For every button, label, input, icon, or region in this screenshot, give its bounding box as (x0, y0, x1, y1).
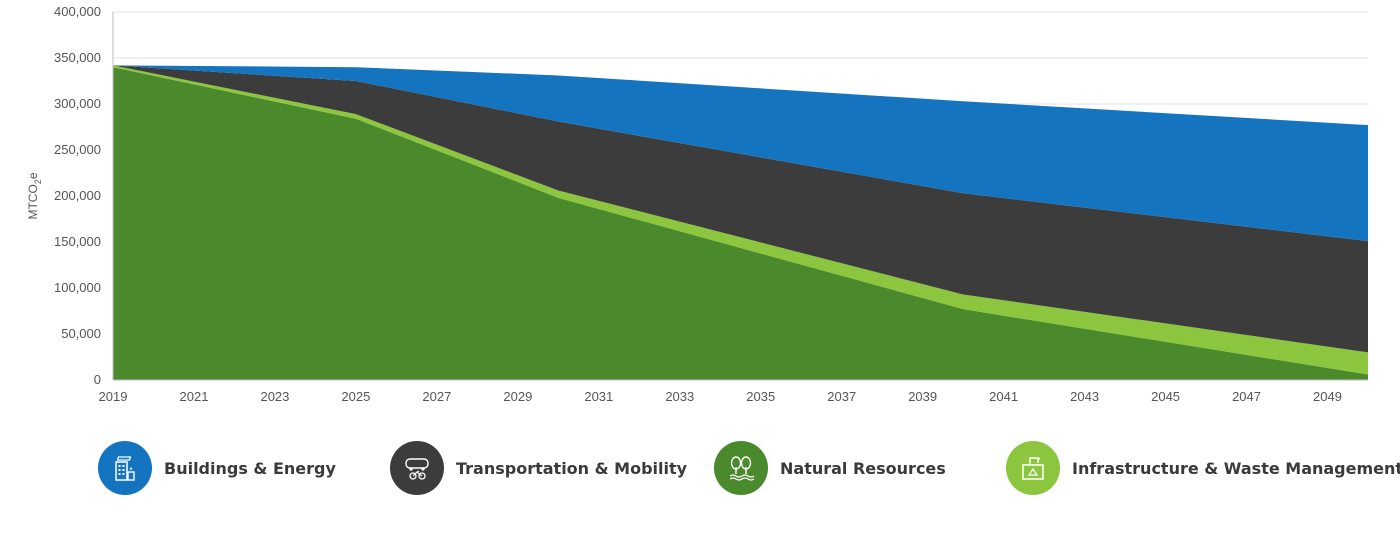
y-tick-label: 150,000 (54, 234, 101, 249)
legend-label: Transportation & Mobility (456, 458, 688, 478)
x-tick-label: 2035 (746, 389, 775, 404)
legend: Buildings & Energy Transportation & Mobi… (0, 440, 1400, 500)
x-tick-label: 2033 (665, 389, 694, 404)
y-axis-label: MTCO2e (26, 172, 43, 219)
legend-label: Infrastructure & Waste Management (1072, 458, 1400, 478)
y-tick-label: 250,000 (54, 142, 101, 157)
x-tick-label: 2027 (422, 389, 451, 404)
x-tick-label: 2043 (1070, 389, 1099, 404)
y-tick-label: 300,000 (54, 96, 101, 111)
area-buildings-energy (113, 65, 1368, 242)
x-tick-label: 2039 (908, 389, 937, 404)
legend-item-infrastructure-waste: Infrastructure & Waste Management (1006, 440, 1400, 496)
x-tick-label: 2025 (341, 389, 370, 404)
y-tick-label: 0 (94, 372, 101, 387)
area-transportation-mobility (113, 65, 1368, 353)
area-infrastructure-waste-management (113, 65, 1368, 375)
legend-label: Buildings & Energy (164, 458, 336, 478)
x-tick-label: 2031 (584, 389, 613, 404)
building-solar-icon (98, 441, 152, 495)
axes: 0 50,000 100,000 150,000 200,000 250,000 300,0… (54, 4, 1368, 404)
x-tick-label: 2019 (99, 389, 128, 404)
area-natural-resources (113, 67, 1368, 380)
trees-water-icon (714, 441, 768, 495)
legend-item-natural-resources: Natural Resources (714, 440, 946, 496)
area-chart: 0 50,000 100,000 150,000 200,000 250,000 300,0… (26, 4, 1368, 404)
x-tick-label: 2021 (180, 389, 209, 404)
x-tick-label: 2047 (1232, 389, 1261, 404)
recycling-bin-icon (1006, 441, 1060, 495)
legend-item-buildings-energy: Buildings & Energy (98, 440, 336, 496)
x-tick-label: 2023 (260, 389, 289, 404)
x-tick-label: 2029 (503, 389, 532, 404)
y-tick-label: 100,000 (54, 280, 101, 295)
x-tick-label: 2041 (989, 389, 1018, 404)
x-tick-label: 2049 (1313, 389, 1342, 404)
stacked-areas (113, 65, 1368, 380)
y-tick-label: 400,000 (54, 4, 101, 19)
y-tick-label: 200,000 (54, 188, 101, 203)
x-tick-label: 2045 (1151, 389, 1180, 404)
legend-item-transportation-mobility: Transportation & Mobility (390, 440, 687, 496)
bus-bicycle-icon (390, 441, 444, 495)
y-tick-label: 350,000 (54, 50, 101, 65)
x-tick-label: 2037 (827, 389, 856, 404)
y-tick-label: 50,000 (61, 326, 101, 341)
legend-label: Natural Resources (780, 458, 946, 478)
